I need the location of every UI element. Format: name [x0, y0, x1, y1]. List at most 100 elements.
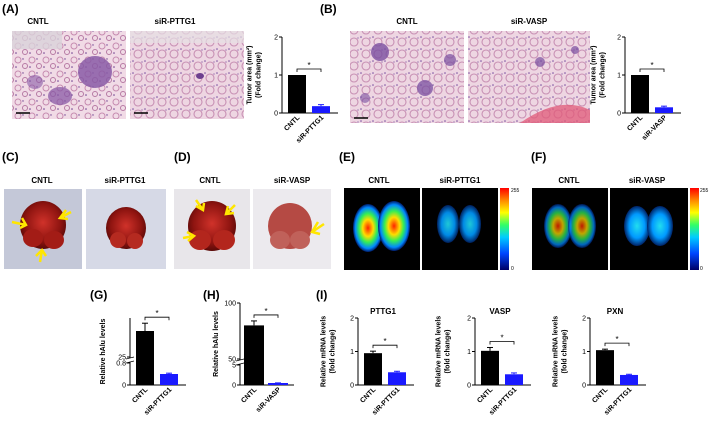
B-chart-bar-control [631, 75, 649, 113]
B-chart-y-tick-label: 0 [617, 111, 621, 118]
G-chart-axis-break-mark [125, 356, 135, 360]
panel-c-lung-photo-sirpttg1 [86, 189, 166, 269]
panel-b-label: (B) [320, 2, 337, 16]
panel-b-histology-cntl [350, 31, 464, 123]
I1-chart-significance-bracket [372, 344, 398, 349]
A-chart-bar-treated [312, 106, 330, 113]
B-chart-y-label: Tumor area (mm²) [591, 46, 598, 105]
panel-c-lung-photo-cntl [4, 189, 82, 269]
A-chart-category-label: CNTL [283, 114, 302, 133]
H-chart-y-tick-label: 50 [228, 357, 236, 364]
I2-chart-title: VASP [489, 307, 511, 316]
A-chart-y-label: (Fold change) [256, 52, 263, 98]
I2-chart-significance-bracket [489, 341, 515, 345]
I1-chart-bar-treated [388, 372, 406, 385]
panel-h-label: (H) [203, 288, 220, 302]
panel-f-color-scale [690, 188, 699, 270]
A-chart-significance-star: * [307, 61, 310, 70]
I3-chart-y-label: Relative mRNA levels [553, 316, 560, 387]
H-chart-axis-break-mark [235, 358, 245, 362]
I2-chart-y-label: Relative mRNA levels [436, 316, 443, 387]
H-chart-category-label: CNTL [240, 386, 259, 405]
panel-f-img-label-right: siR-VASP [629, 176, 666, 185]
H-chart-bar-control [244, 325, 264, 385]
G-chart-y-label: Relative hAlu levels [100, 319, 107, 385]
panel-c-label: (C) [2, 150, 19, 164]
panel-g-label: (G) [90, 288, 107, 302]
I2-chart-bar-treated [505, 374, 523, 385]
panel-f-imaging-sirvasp [610, 188, 688, 270]
B-chart-significance-star: * [650, 61, 653, 70]
panel-e-label: (E) [339, 150, 355, 164]
G-chart-y-tick-label: 0 [122, 383, 126, 390]
I2-chart-y-label: (fold change) [445, 330, 452, 374]
A-chart-y-label: Tumor area (mm²) [247, 46, 254, 105]
H-chart-y-label: Relative hAlu levels [213, 311, 220, 377]
panel-d-label: (D) [174, 150, 191, 164]
panel-a-img-label-left: CNTL [27, 17, 48, 26]
B-chart-y-label: (Fold change) [600, 52, 607, 98]
panel-d: (D) CNTL siR-VASP [174, 150, 331, 269]
panel-c-img-label-left: CNTL [31, 176, 52, 185]
I1-chart-significance-star: * [383, 337, 386, 346]
H-chart-significance-bracket [253, 314, 279, 318]
panel-e-imaging-sirpttg1 [422, 188, 498, 270]
B-chart-category-label: siR-VASP [641, 114, 669, 142]
G-chart-axis-break [127, 358, 133, 362]
panel-d-lung-photo-cntl [174, 189, 250, 269]
I1-chart-y-tick-label: 1 [350, 349, 354, 356]
H-chart-y-tick-label: 5 [232, 363, 236, 370]
panel-b: (B) CNTL siR-VASP [320, 2, 590, 123]
G-chart-bar-treated [160, 374, 178, 385]
I1-chart-bar-control [364, 353, 382, 385]
panel-b-img-label-right: siR-VASP [511, 17, 548, 26]
I3-chart-y-label: (fold change) [562, 330, 569, 374]
panel-c-img-label-right: siR-PTTG1 [105, 176, 146, 185]
A-chart-bar-control [288, 75, 306, 113]
panel-a: (A) CNTL siR-PTTG1 [2, 2, 244, 119]
panel-d-lung-photo-sirvasp [253, 189, 331, 269]
I2-chart-y-tick-label: 2 [467, 316, 471, 323]
panel-a-histology-cntl [12, 31, 126, 119]
I3-chart-bar-control [596, 350, 614, 385]
A-chart-y-tick-label: 0 [274, 111, 278, 118]
I2-chart-y-tick-label: 0 [467, 383, 471, 390]
G-chart-y-tick-label: 0.8 [116, 361, 126, 368]
I1-chart-y-tick-label: 2 [350, 316, 354, 323]
H-chart-significance-star: * [264, 307, 267, 316]
panel-e-color-scale [500, 188, 509, 270]
panel-a-label: (A) [2, 2, 19, 16]
panel-a-img-label-right: siR-PTTG1 [155, 17, 196, 26]
panel-f: (F) CNTL siR-VASP 255 0 [531, 150, 709, 272]
panel-e-img-label-left: CNTL [368, 176, 389, 185]
panel-f-scale-max: 255 [700, 188, 709, 194]
I3-chart-significance-bracket [604, 342, 630, 347]
panel-f-img-label-left: CNTL [558, 176, 579, 185]
G-chart-significance-bracket [144, 316, 170, 321]
B-chart-significance-bracket [639, 68, 665, 72]
panel-d-img-label-left: CNTL [199, 176, 220, 185]
I2-chart-significance-star: * [500, 333, 503, 342]
panel-b-histology-sirvasp [468, 31, 590, 123]
I2-chart-y-tick-label: 1 [467, 349, 471, 356]
I3-chart-y-tick-label: 1 [582, 349, 586, 356]
panel-e: (E) CNTL siR-PTTG1 255 0 [339, 150, 520, 272]
I3-chart-bar-treated [620, 374, 638, 385]
panel-e-scale-max: 255 [511, 188, 520, 194]
panel-d-img-label-right: siR-VASP [274, 176, 311, 185]
I3-chart-category-label: CNTL [591, 386, 610, 405]
H-chart-axis-break [237, 360, 243, 364]
I3-chart-y-tick-label: 0 [582, 383, 586, 390]
G-chart-significance-star: * [155, 309, 158, 318]
A-chart-y-tick-label: 2 [274, 35, 278, 42]
I3-chart-significance-star: * [615, 335, 618, 344]
G-chart-y-tick-label: 25 [118, 355, 126, 362]
I3-chart-title: PXN [607, 307, 624, 316]
A-chart-significance-bracket [296, 68, 322, 72]
G-chart-category-label: CNTL [131, 386, 150, 405]
B-chart-y-tick-label: 1 [617, 73, 621, 80]
panel-f-scale-min: 0 [700, 266, 703, 272]
H-chart-bar-treated [268, 383, 288, 385]
